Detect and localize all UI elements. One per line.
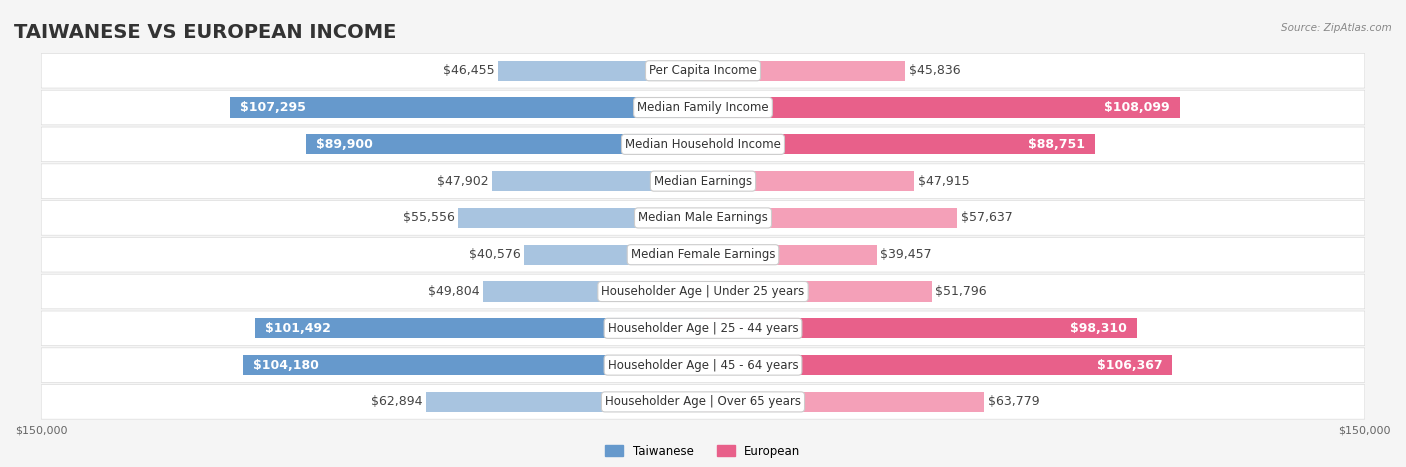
FancyBboxPatch shape — [41, 274, 1365, 309]
Text: $89,900: $89,900 — [316, 138, 373, 151]
Text: $40,576: $40,576 — [470, 248, 520, 261]
FancyBboxPatch shape — [41, 311, 1365, 346]
FancyBboxPatch shape — [41, 164, 1365, 198]
Text: $108,099: $108,099 — [1104, 101, 1170, 114]
Text: $88,751: $88,751 — [1028, 138, 1084, 151]
Bar — [458, 208, 703, 228]
Text: Median Household Income: Median Household Income — [626, 138, 780, 151]
Bar — [703, 318, 1136, 339]
Text: Householder Age | 25 - 44 years: Householder Age | 25 - 44 years — [607, 322, 799, 335]
Text: $106,367: $106,367 — [1097, 359, 1163, 372]
Bar — [256, 318, 703, 339]
FancyBboxPatch shape — [41, 90, 1365, 125]
FancyBboxPatch shape — [41, 237, 1365, 272]
Text: $98,310: $98,310 — [1070, 322, 1126, 335]
Text: Median Female Earnings: Median Female Earnings — [631, 248, 775, 261]
Bar — [703, 282, 932, 302]
Text: $45,836: $45,836 — [908, 64, 960, 77]
FancyBboxPatch shape — [41, 53, 1365, 88]
Text: $104,180: $104,180 — [253, 359, 319, 372]
Legend: Taiwanese, European: Taiwanese, European — [600, 440, 806, 462]
Text: Householder Age | Under 25 years: Householder Age | Under 25 years — [602, 285, 804, 298]
Bar — [703, 355, 1173, 375]
Text: Householder Age | 45 - 64 years: Householder Age | 45 - 64 years — [607, 359, 799, 372]
Bar — [703, 134, 1094, 155]
Bar — [426, 392, 703, 412]
FancyBboxPatch shape — [41, 348, 1365, 382]
Text: $51,796: $51,796 — [935, 285, 987, 298]
Text: $101,492: $101,492 — [266, 322, 330, 335]
Bar — [524, 245, 703, 265]
Bar — [703, 245, 877, 265]
Bar — [307, 134, 703, 155]
Text: $47,915: $47,915 — [918, 175, 969, 188]
Bar — [498, 61, 703, 81]
FancyBboxPatch shape — [41, 385, 1365, 419]
Text: Median Male Earnings: Median Male Earnings — [638, 212, 768, 225]
Text: $55,556: $55,556 — [402, 212, 454, 225]
Text: Median Earnings: Median Earnings — [654, 175, 752, 188]
Bar — [703, 98, 1180, 118]
Bar — [229, 98, 703, 118]
Text: Per Capita Income: Per Capita Income — [650, 64, 756, 77]
Bar — [703, 61, 905, 81]
Text: $47,902: $47,902 — [437, 175, 488, 188]
Bar — [492, 171, 703, 191]
Text: $39,457: $39,457 — [880, 248, 932, 261]
FancyBboxPatch shape — [41, 201, 1365, 235]
Bar — [703, 208, 957, 228]
Text: $49,804: $49,804 — [429, 285, 479, 298]
Text: $107,295: $107,295 — [239, 101, 305, 114]
Text: Source: ZipAtlas.com: Source: ZipAtlas.com — [1281, 23, 1392, 33]
Text: $57,637: $57,637 — [960, 212, 1012, 225]
Text: Householder Age | Over 65 years: Householder Age | Over 65 years — [605, 396, 801, 409]
Text: $62,894: $62,894 — [371, 396, 422, 409]
Bar — [243, 355, 703, 375]
FancyBboxPatch shape — [41, 127, 1365, 162]
Bar — [703, 171, 914, 191]
Bar — [703, 392, 984, 412]
Bar — [484, 282, 703, 302]
Text: TAIWANESE VS EUROPEAN INCOME: TAIWANESE VS EUROPEAN INCOME — [14, 23, 396, 42]
Text: $46,455: $46,455 — [443, 64, 495, 77]
Text: $63,779: $63,779 — [987, 396, 1039, 409]
Text: Median Family Income: Median Family Income — [637, 101, 769, 114]
